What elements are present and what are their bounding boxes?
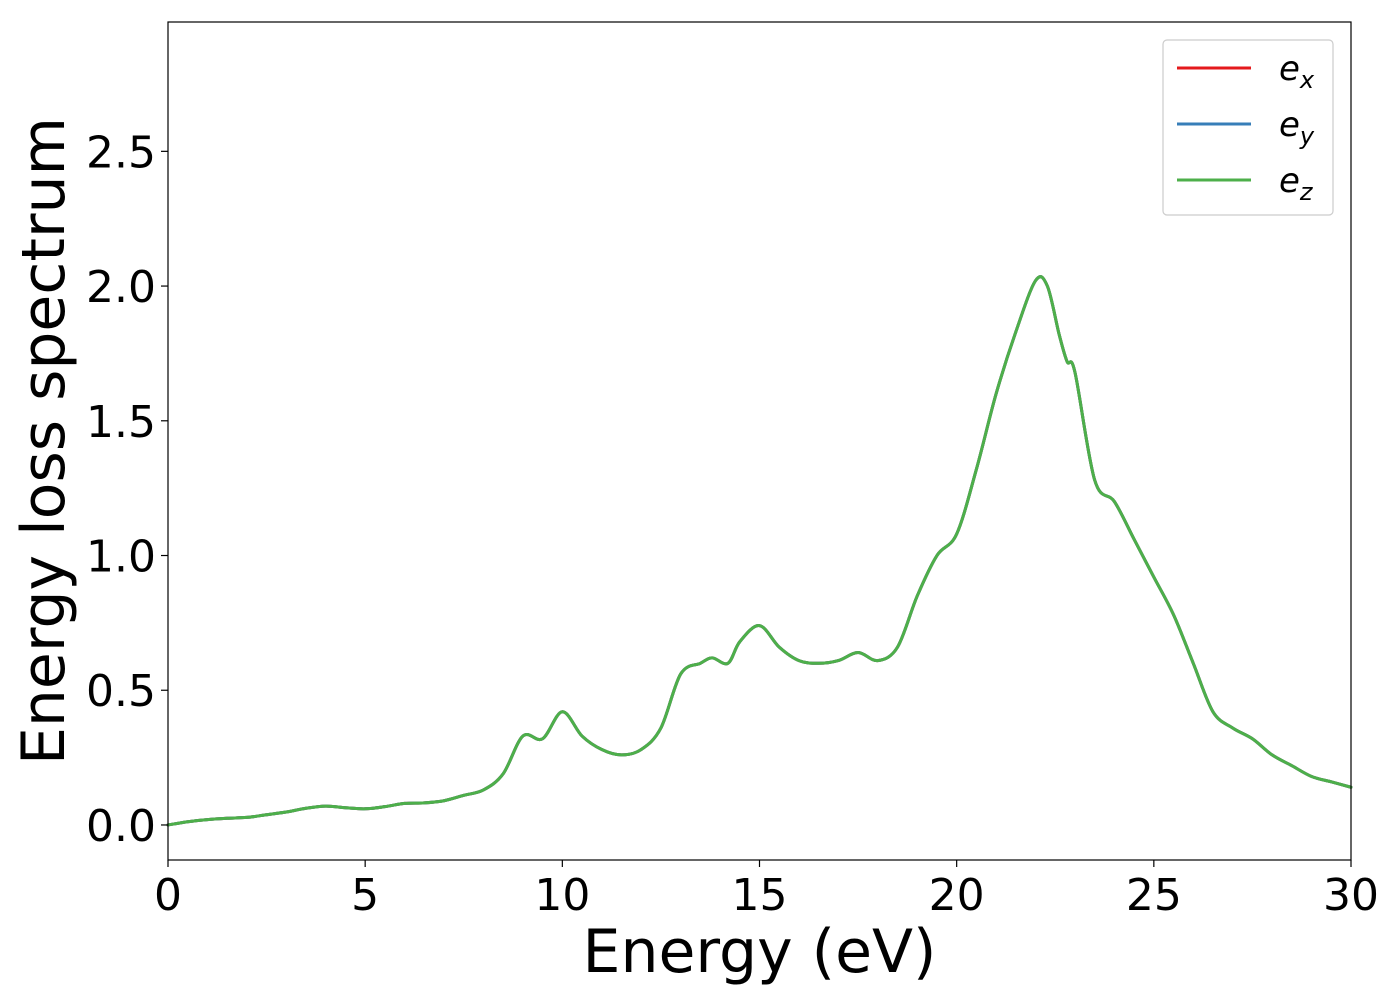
series-layer — [166, 275, 1353, 827]
x-tick-label: 0 — [154, 870, 182, 921]
y-tick-label: 1.5 — [86, 397, 156, 448]
legend-label-y: ey — [1279, 105, 1315, 150]
legend-box — [1162, 39, 1334, 216]
y-tick-label: 2.5 — [86, 127, 156, 178]
y-axis-ticks: 0.0 0.5 1.0 1.5 2.0 2.5 — [86, 127, 168, 852]
x-tick-label: 20 — [929, 870, 985, 921]
y-tick-label: 1.0 — [86, 532, 156, 583]
x-tick-label: 15 — [732, 870, 788, 921]
y-tick-label: 0.0 — [86, 801, 156, 852]
y-tick-label: 2.0 — [86, 262, 156, 313]
y-tick-label: 0.5 — [86, 666, 156, 717]
series-line-z — [166, 275, 1353, 827]
legend-label-x: ex — [1279, 49, 1315, 94]
x-tick-label: 10 — [534, 870, 590, 921]
x-tick-label: 5 — [351, 870, 379, 921]
x-axis-ticks: 0 5 10 15 20 25 30 — [154, 860, 1379, 921]
x-tick-label: 30 — [1323, 870, 1379, 921]
legend: ex ey ez — [1162, 39, 1334, 216]
x-tick-label: 25 — [1126, 870, 1182, 921]
y-axis-title: Energy loss spectrum — [9, 117, 79, 765]
x-axis-title: Energy (eV) — [583, 917, 937, 987]
legend-label-z: ez — [1279, 161, 1314, 206]
